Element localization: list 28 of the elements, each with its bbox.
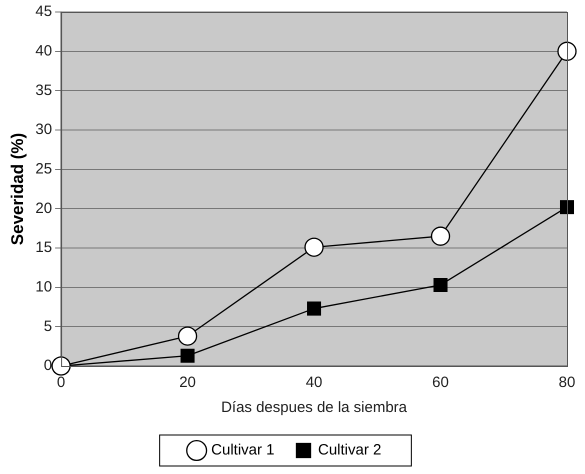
x-tick-label: 80 <box>558 374 576 392</box>
point <box>560 200 574 214</box>
point <box>434 278 448 292</box>
point <box>430 226 450 246</box>
point <box>307 302 322 316</box>
point <box>51 356 71 376</box>
y-tick-label: 25 <box>35 160 52 178</box>
y-tick-label: 5 <box>44 318 52 335</box>
legend-label: Cultivar 1 <box>211 442 275 459</box>
x-tick-label: 20 <box>179 374 196 392</box>
y-axis-title: Severidad (%) <box>8 132 27 246</box>
y-tick-label: 20 <box>35 200 52 217</box>
y-tick-label: 0 <box>44 357 52 374</box>
legend-label: Cultivar 2 <box>318 442 382 459</box>
point <box>557 42 577 61</box>
point <box>178 326 198 346</box>
point <box>180 348 195 363</box>
y-tick-label: 40 <box>35 42 52 60</box>
x-axis-title: Días despues de la siembra <box>221 399 408 416</box>
point <box>304 238 324 257</box>
y-tick-label: 10 <box>35 278 52 296</box>
x-tick-label: 40 <box>306 374 322 392</box>
y-tick-label: 45 <box>35 3 52 20</box>
y-tick-label: 35 <box>35 82 52 99</box>
x-tick-label: 60 <box>432 374 449 392</box>
y-tick-label: 30 <box>35 121 52 138</box>
x-tick-label: 0 <box>56 374 66 392</box>
y-tick-label: 15 <box>35 239 52 256</box>
